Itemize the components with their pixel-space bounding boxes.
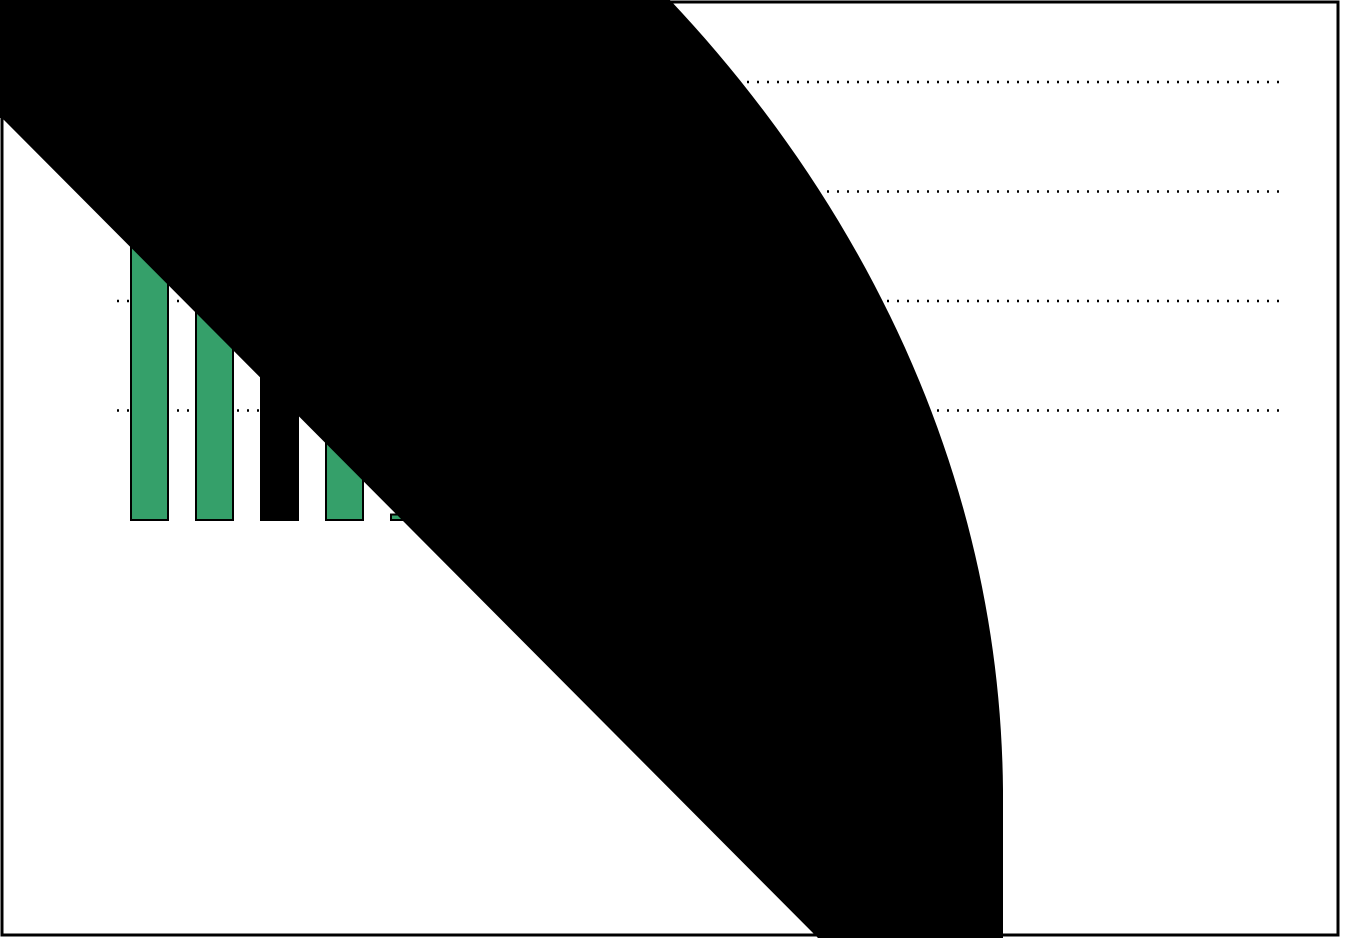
occluding-shape [0, 0, 1003, 938]
bar-1 [130, 245, 169, 521]
